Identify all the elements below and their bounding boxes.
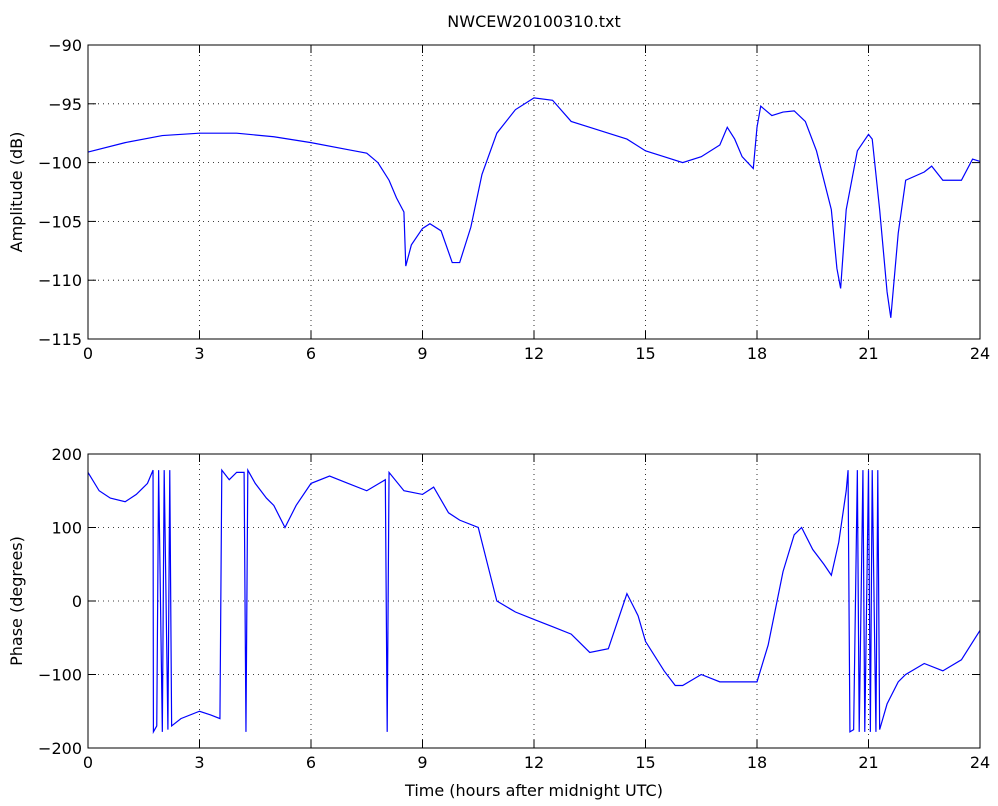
y-tick-label: −115 bbox=[38, 330, 82, 349]
chart-title: NWCEW20100310.txt bbox=[447, 12, 620, 31]
plot-area bbox=[88, 45, 980, 339]
axes-frame bbox=[87, 44, 981, 340]
y-axis-label: Phase (degrees) bbox=[7, 536, 26, 666]
x-tick-label: 6 bbox=[306, 344, 316, 363]
y-axis-label: Amplitude (dB) bbox=[7, 132, 26, 253]
x-tick-label: 3 bbox=[194, 344, 204, 363]
x-tick-label: 9 bbox=[417, 344, 427, 363]
x-tick-label: 18 bbox=[747, 344, 767, 363]
data-line bbox=[87, 97, 981, 318]
y-tick-label: −200 bbox=[38, 739, 82, 758]
x-tick-label: 12 bbox=[524, 753, 544, 772]
y-tick-label: 200 bbox=[51, 445, 82, 464]
x-tick-label: 0 bbox=[83, 753, 93, 772]
x-tick-label: 12 bbox=[524, 344, 544, 363]
y-tick-label: 0 bbox=[72, 592, 82, 611]
x-tick-label: 3 bbox=[194, 753, 204, 772]
y-tick-label: 100 bbox=[51, 519, 82, 538]
axes-frame bbox=[87, 453, 981, 749]
y-tick-label: −100 bbox=[38, 154, 82, 173]
y-tick-label: −90 bbox=[48, 36, 82, 55]
x-tick-label: 24 bbox=[970, 344, 990, 363]
y-tick-label: −95 bbox=[48, 95, 82, 114]
x-axis-label: Time (hours after midnight UTC) bbox=[404, 781, 663, 800]
x-tick-label: 24 bbox=[970, 753, 990, 772]
x-tick-label: 15 bbox=[635, 753, 655, 772]
x-tick-label: 9 bbox=[417, 753, 427, 772]
x-tick-label: 21 bbox=[858, 753, 878, 772]
x-tick-label: 0 bbox=[83, 344, 93, 363]
y-tick-label: −110 bbox=[38, 271, 82, 290]
x-tick-label: 21 bbox=[858, 344, 878, 363]
x-tick-label: 15 bbox=[635, 344, 655, 363]
x-tick-label: 18 bbox=[747, 753, 767, 772]
y-tick-label: −105 bbox=[38, 212, 82, 231]
y-tick-label: −100 bbox=[38, 666, 82, 685]
data-line bbox=[87, 467, 981, 735]
x-tick-label: 6 bbox=[306, 753, 316, 772]
